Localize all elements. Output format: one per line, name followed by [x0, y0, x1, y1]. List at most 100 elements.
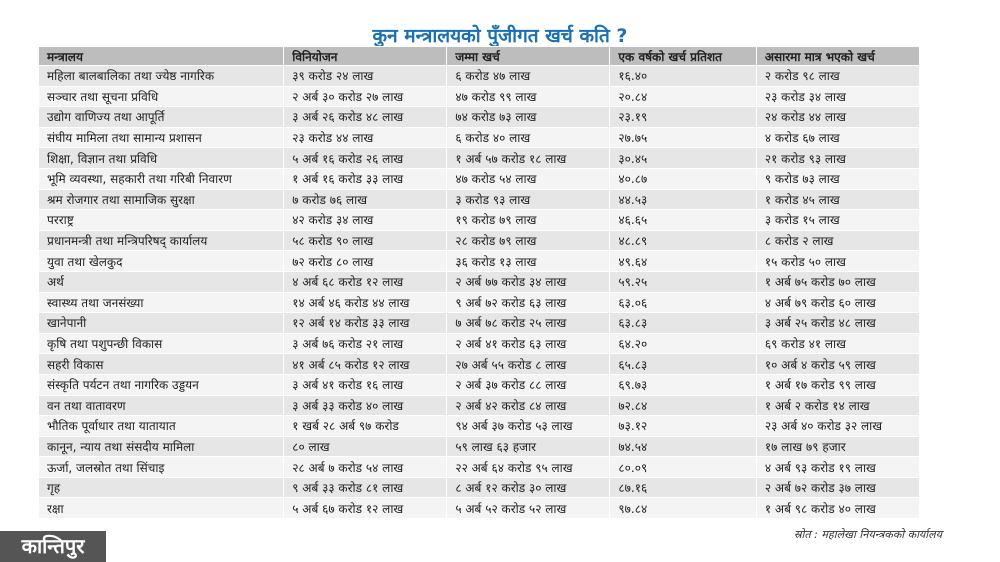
table-cell: उद्योग वाणिज्य तथा आपूर्ति [37, 106, 285, 128]
table-row: ऊर्जा, जलस्रोत तथा सिंचाइ २८ अर्ब ७ करोड … [37, 456, 921, 478]
table-cell: १६.४० [609, 65, 757, 87]
table-cell: ९ करोड ७३ लाख [755, 167, 921, 190]
table-cell: वन तथा वातावरण [37, 394, 285, 417]
table-row: गृह ९ अर्ब ३३ करोड ८१ लाख ८ अर्ब १२ करोड ३… [37, 476, 921, 499]
data-table: मन्त्रालय विनियोजन जम्मा खर्च एक वर्षको खर्… [37, 46, 921, 520]
table-row: भौतिक पूर्वाधार तथा यातायात १ खर्ब २८ अर्… [37, 415, 921, 437]
table-row: सञ्चार तथा सूचना प्रविधि २ अर्ब ३० करोड २… [37, 85, 921, 108]
table-row: भूमि व्यवस्था, सहकारी तथा गरिबी निवारण १ … [37, 167, 921, 190]
table-cell: ४ अर्ब ७९ करोड ६० लाख [755, 291, 921, 314]
table-cell: ४२ करोड ३४ लाख [283, 209, 448, 231]
table-cell: २ अर्ब ३७ करोड ८८ लाख [446, 373, 611, 396]
table-cell: ३ अर्ब ७६ करोड २१ लाख [283, 332, 448, 355]
table-cell: शिक्षा, विज्ञान तथा प्रविधि [37, 147, 285, 169]
table-cell: गृह [37, 476, 285, 499]
table-cell: ३ अर्ब २६ करोड ४८ लाख [283, 106, 448, 128]
table-cell: ४ करोड ६७ लाख [755, 126, 921, 149]
table-row: रक्षा ५ अर्ब ६७ करोड १२ लाख ५ अर्ब ५२ करोड… [37, 497, 921, 520]
table-cell: २ अर्ब ४२ करोड ८४ लाख [446, 394, 611, 417]
table-cell: २३.१९ [609, 106, 757, 128]
table-cell: ४६.६५ [609, 209, 757, 231]
table-cell: १७ लाख ७९ हजार [755, 435, 921, 458]
table-cell: ८०.०९ [609, 456, 757, 478]
table-cell: ३ अर्ब २५ करोड ४८ लाख [755, 312, 921, 334]
table-cell: २०.८४ [609, 85, 757, 108]
table-body: महिला बालबालिका तथा ज्येष्ठ नागरिक ३९ करो… [37, 65, 921, 520]
table-cell: परराष्ट्र [37, 209, 285, 231]
table-cell: १ अर्ब ७५ करोड ७० लाख [755, 270, 921, 293]
table-cell: ७४.५४ [609, 435, 757, 458]
table-cell: ३ अर्ब ४१ करोड १६ लाख [283, 373, 448, 396]
table-cell: २८ करोड ७९ लाख [446, 229, 611, 252]
source-note: स्रोत : महालेखा नियन्त्रकको कार्यालय [793, 528, 942, 541]
table-cell: ९ अर्ब ३३ करोड ८१ लाख [283, 476, 448, 499]
table-cell: ८ अर्ब १२ करोड ३० लाख [446, 476, 611, 499]
table-cell: १० अर्ब ४ करोड ५९ लाख [755, 353, 921, 375]
table-cell: ७४ करोड ७३ लाख [446, 106, 611, 128]
table-row: उद्योग वाणिज्य तथा आपूर्ति ३ अर्ब २६ करोड… [37, 106, 921, 128]
table-cell: ६५.८३ [609, 353, 757, 375]
table-cell: २३ अर्ब ४० करोड ३२ लाख [755, 415, 921, 437]
table-row: वन तथा वातावरण ३ अर्ब ३३ करोड ४० लाख २ अर्… [37, 394, 921, 417]
table-cell: ४७ करोड ५४ लाख [446, 167, 611, 190]
table-row: कानून, न्याय तथा संसदीय मामिला ८० लाख ५९ ल… [37, 435, 921, 458]
table-cell: ९४ अर्ब ३७ करोड ५३ लाख [446, 415, 611, 437]
table-cell: ५९ लाख ६३ हजार [446, 435, 611, 458]
table-cell: १९ करोड ७९ लाख [446, 209, 611, 231]
table-cell: ६ करोड ४० लाख [446, 126, 611, 149]
table-row: प्रधानमन्त्री तथा मन्त्रिपरिषद् कार्यालय… [37, 229, 921, 252]
table-cell: ८ करोड २ लाख [755, 229, 921, 252]
table-cell: २ अर्ब ४१ करोड ६३ लाख [446, 332, 611, 355]
table-cell: कानून, न्याय तथा संसदीय मामिला [37, 435, 285, 458]
table-cell: ७३.१२ [609, 415, 757, 437]
table-cell: ३९ करोड २४ लाख [283, 65, 448, 87]
table-cell: कृषि तथा पशुपन्छी विकास [37, 332, 285, 355]
table-cell: २ अर्ब ३० करोड २७ लाख [283, 85, 448, 108]
table-row: श्रम रोजगार तथा सामाजिक सुरक्षा ७ करोड ७६… [37, 188, 921, 211]
table-cell: १४ अर्ब ४६ करोड ४४ लाख [283, 291, 448, 314]
table-row: महिला बालबालिका तथा ज्येष्ठ नागरिक ३९ करो… [37, 65, 921, 87]
table-cell: १ अर्ब ५७ करोड १८ लाख [446, 147, 611, 169]
table-cell: ३ करोड १५ लाख [755, 209, 921, 231]
table-row: संस्कृति पर्यटन तथा नागरिक उड्डयन ३ अर्ब … [37, 373, 921, 396]
table-cell: ७ करोड ७६ लाख [283, 188, 448, 211]
header-row: मन्त्रालय विनियोजन जम्मा खर्च एक वर्षको खर्… [37, 46, 921, 66]
table-cell: युवा तथा खेलकुद [37, 250, 285, 272]
table-cell: २२ अर्ब ६४ करोड ९५ लाख [446, 456, 611, 478]
table-cell: २४ करोड ४४ लाख [755, 106, 921, 128]
table-cell: २८ अर्ब ७ करोड ५४ लाख [283, 456, 448, 478]
table-cell: सञ्चार तथा सूचना प्रविधि [37, 85, 285, 108]
table-cell: २३ करोड ३४ लाख [755, 85, 921, 108]
table-row: स्वास्थ्य तथा जनसंख्या १४ अर्ब ४६ करोड ४४… [37, 291, 921, 314]
table-cell: २७ अर्ब ५५ करोड ८ लाख [446, 353, 611, 375]
table-cell: ४ अर्ब ९३ करोड १९ लाख [755, 456, 921, 478]
table-row: शिक्षा, विज्ञान तथा प्रविधि ५ अर्ब १६ करो… [37, 147, 921, 169]
table-cell: ६३.०६ [609, 291, 757, 314]
table-cell: २ अर्ब ७७ करोड ३४ लाख [446, 270, 611, 293]
column-header: असारमा मात्र भएको खर्च [755, 46, 921, 66]
table-cell: ३ अर्ब ३३ करोड ४० लाख [283, 394, 448, 417]
table-cell: १ खर्ब २८ अर्ब ९७ करोड [283, 415, 448, 437]
table-cell: भूमि व्यवस्था, सहकारी तथा गरिबी निवारण [37, 167, 285, 190]
table-cell: ३६ करोड १३ लाख [446, 250, 611, 272]
table-cell: ५ अर्ब १६ करोड २६ लाख [283, 147, 448, 169]
table-cell: अर्थ [37, 270, 285, 293]
table-cell: स्वास्थ्य तथा जनसंख्या [37, 291, 285, 314]
table-cell: १२ अर्ब १४ करोड ३३ लाख [283, 312, 448, 334]
table-cell: ४ अर्ब ६८ करोड १२ लाख [283, 270, 448, 293]
table-row: युवा तथा खेलकुद ७२ करोड ८० लाख ३६ करोड १३ … [37, 250, 921, 272]
table-cell: २१ करोड ९३ लाख [755, 147, 921, 169]
table-cell: १ अर्ब ९८ करोड ४० लाख [755, 497, 921, 520]
table-cell: ६ करोड ४७ लाख [446, 65, 611, 87]
table-cell: २७.७५ [609, 126, 757, 149]
table-cell: ४८.८९ [609, 229, 757, 252]
table-cell: ७२.८४ [609, 394, 757, 417]
table-cell: ४१ अर्ब ८५ करोड १२ लाख [283, 353, 448, 375]
table-cell: खानेपानी [37, 312, 285, 334]
table-cell: ४४.५३ [609, 188, 757, 211]
column-header: जम्मा खर्च [446, 46, 611, 66]
table-cell: ८७.१६ [609, 476, 757, 499]
table-cell: १ करोड ४५ लाख [755, 188, 921, 211]
table-cell: १५ करोड ५० लाख [755, 250, 921, 272]
